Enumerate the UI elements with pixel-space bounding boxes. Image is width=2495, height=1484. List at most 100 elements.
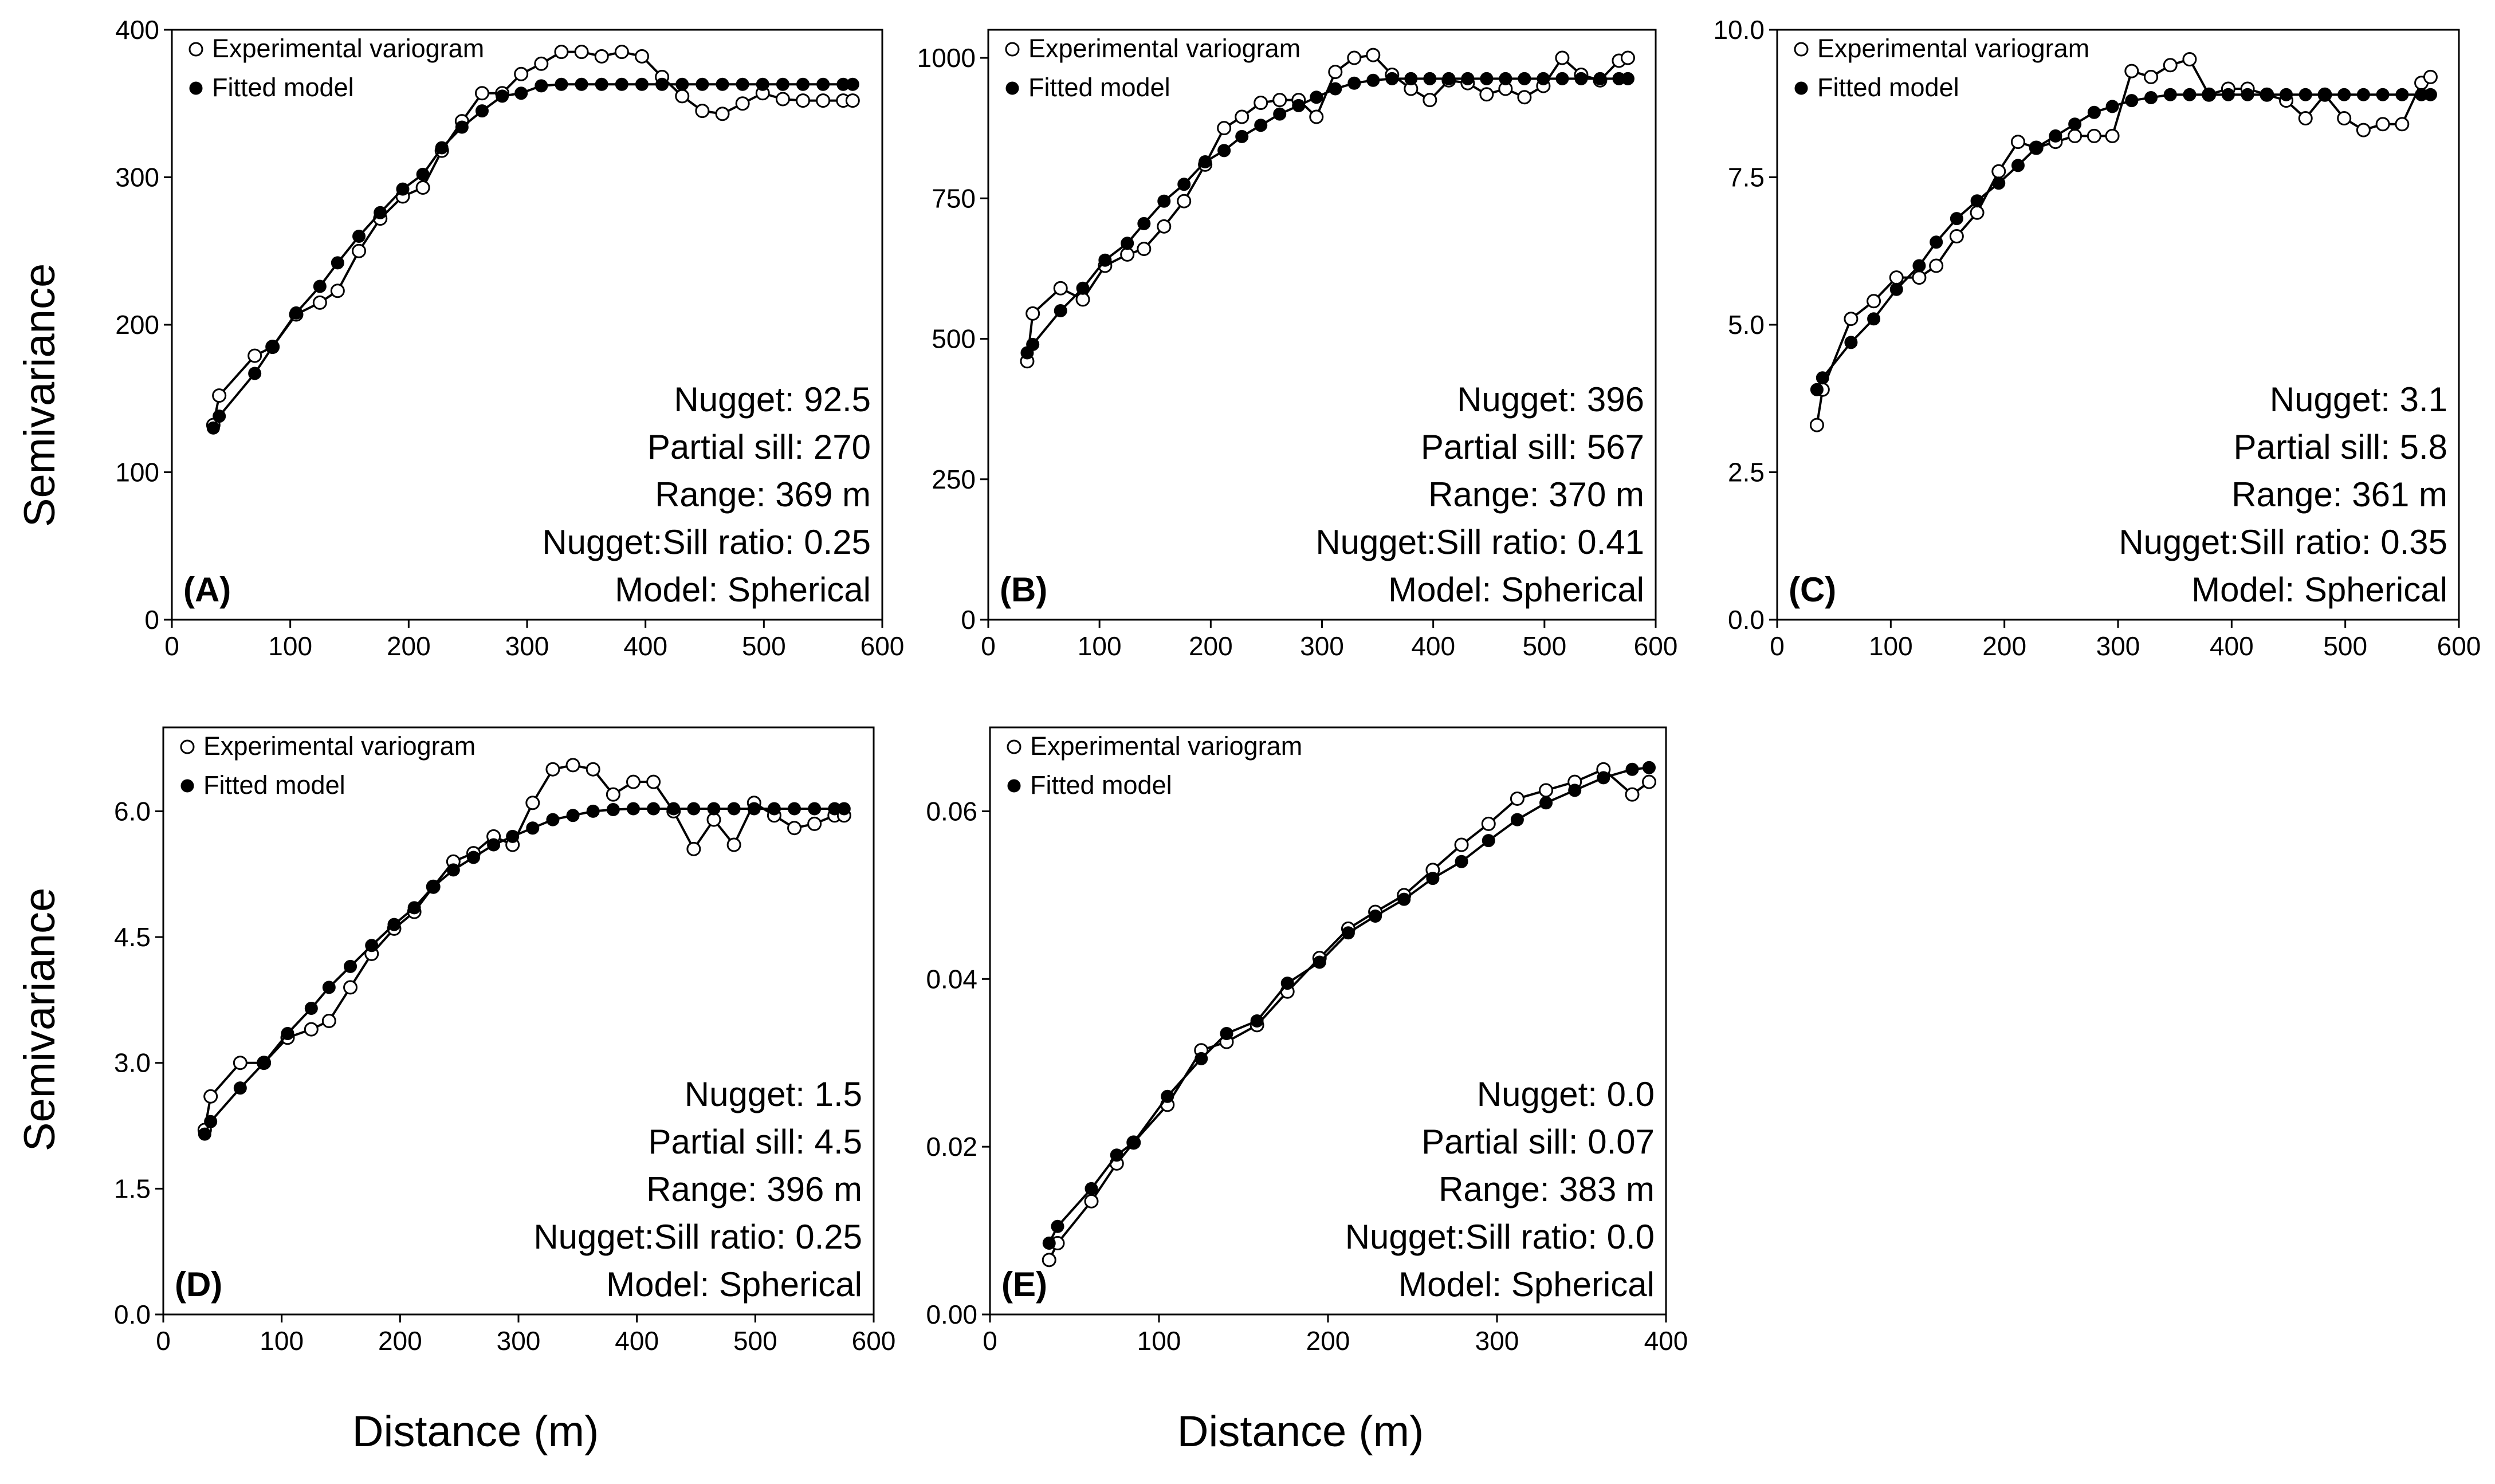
fitted-model-point: [546, 813, 560, 826]
fitted-model-point: [1970, 194, 1984, 208]
y-tick-label: 1000: [917, 43, 976, 73]
model-annotation: Partial sill: 270: [647, 428, 871, 466]
experimental-variogram-point: [2163, 58, 2178, 73]
experimental-variogram-point: [606, 787, 620, 802]
fitted-model-point: [248, 367, 262, 380]
legend-marker-experimental: [1007, 739, 1021, 754]
legend-marker-fitted: [180, 779, 194, 793]
fitted-model-point: [206, 421, 220, 435]
fitted-model-point: [1397, 892, 1411, 906]
experimental-variogram-point: [2124, 64, 2139, 78]
legend-label-experimental: Experimental variogram: [1817, 34, 2089, 63]
x-tick-label: 100: [1137, 1326, 1181, 1356]
fitted-model-point: [1220, 1026, 1233, 1040]
fitted-model-point: [1426, 872, 1440, 885]
fitted-model-point: [2125, 94, 2139, 108]
x-tick-label: 200: [1306, 1326, 1350, 1356]
experimental-variogram-point: [1889, 270, 1904, 285]
fitted-model-point: [352, 230, 366, 243]
experimental-variogram-point: [1970, 205, 1985, 220]
fitted-model-point: [586, 804, 600, 818]
x-tick-label: 100: [260, 1326, 304, 1356]
legend-marker-fitted: [1794, 81, 1808, 95]
experimental-variogram-point: [1991, 164, 2006, 179]
experimental-variogram-point: [775, 92, 790, 107]
x-tick-label: 600: [2437, 631, 2481, 661]
fitted-model-point: [635, 77, 649, 91]
experimental-variogram-point: [1555, 50, 1570, 65]
fitted-model-point: [846, 77, 859, 91]
experimental-variogram-point: [1454, 837, 1469, 852]
fitted-model-point: [1912, 259, 1926, 273]
fitted-model-point: [1121, 237, 1134, 250]
fitted-model-point: [2337, 88, 2351, 101]
model-annotation: Nugget: 92.5: [674, 380, 871, 419]
experimental-variogram-point: [474, 86, 489, 101]
y-tick-label: 400: [115, 15, 159, 45]
fitted-model-point: [1385, 72, 1399, 85]
fitted-model-point: [2011, 159, 2025, 172]
fitted-model-point: [626, 802, 640, 816]
model-annotation: Nugget:Sill ratio: 0.25: [533, 1218, 862, 1256]
fitted-model-point: [1042, 1237, 1056, 1250]
fitted-model-point: [756, 77, 769, 91]
model-annotation: Nugget:Sill ratio: 0.35: [2119, 523, 2447, 561]
legend-marker-experimental: [188, 42, 203, 57]
fitted-model-point: [747, 802, 761, 816]
experimental-variogram-point: [1137, 242, 1152, 257]
panel-label-b: (B): [1000, 570, 1047, 609]
experimental-variogram-point: [1620, 50, 1635, 65]
fitted-model-point: [213, 410, 226, 423]
x-axis-title-left: Distance (m): [352, 1407, 599, 1456]
fitted-model-point: [675, 77, 689, 91]
x-tick-label: 200: [1982, 631, 2026, 661]
fitted-model-point: [1085, 1182, 1098, 1195]
fitted-model-point: [1369, 909, 1382, 923]
experimental-variogram-point: [1347, 50, 1362, 65]
experimental-variogram-point: [1025, 306, 1040, 321]
fitted-model-point: [1442, 72, 1456, 85]
experimental-variogram-point: [1120, 247, 1135, 262]
fitted-model-point: [2260, 88, 2274, 101]
experimental-variogram-point: [1479, 87, 1494, 102]
fitted-model-point: [2395, 88, 2409, 101]
fitted-model-point: [687, 802, 701, 816]
fitted-model-point: [1366, 73, 1380, 87]
experimental-variogram-point: [1539, 783, 1554, 798]
experimental-variogram-point: [2356, 123, 2371, 137]
x-tick-label: 400: [623, 631, 667, 661]
experimental-variogram-point: [675, 89, 690, 104]
model-annotation: Nugget:Sill ratio: 0.41: [1315, 523, 1644, 561]
fitted-model-point: [1329, 82, 1342, 96]
y-axis-title-top: Semivariance: [15, 263, 64, 527]
x-tick-label: 400: [2210, 631, 2254, 661]
x-tick-label: 600: [861, 631, 905, 661]
fitted-model-point: [2423, 88, 2437, 101]
fitted-model-point: [595, 77, 608, 91]
experimental-variogram-point: [735, 96, 750, 111]
legend-label-fitted: Fitted model: [1817, 73, 1959, 102]
x-tick-label: 0: [981, 631, 996, 661]
legend-label-fitted: Fitted model: [1030, 770, 1172, 800]
fitted-model-point: [506, 829, 520, 843]
experimental-variogram-point: [1949, 229, 1964, 243]
fitted-model-point: [816, 77, 830, 91]
fitted-model-point: [1625, 762, 1639, 776]
fitted-model-point: [374, 206, 387, 219]
experimental-variogram-point: [247, 348, 262, 363]
experimental-variogram-point: [1642, 774, 1656, 789]
fitted-model-point: [1574, 72, 1588, 85]
experimental-variogram-point: [1075, 292, 1090, 307]
fitted-model-point: [496, 89, 509, 103]
fitted-model-point: [1499, 72, 1512, 85]
y-axis-title-bottom: Semivariance: [15, 888, 64, 1151]
fitted-model-point: [1510, 813, 1524, 826]
experimental-variogram-point: [1272, 93, 1287, 108]
fitted-model-point: [304, 1002, 318, 1015]
experimental-variogram-point: [594, 49, 609, 64]
x-tick-label: 500: [733, 1326, 777, 1356]
fitted-model-point: [727, 802, 741, 816]
x-tick-label: 300: [2096, 631, 2140, 661]
experimental-variogram-point: [1929, 258, 1944, 273]
